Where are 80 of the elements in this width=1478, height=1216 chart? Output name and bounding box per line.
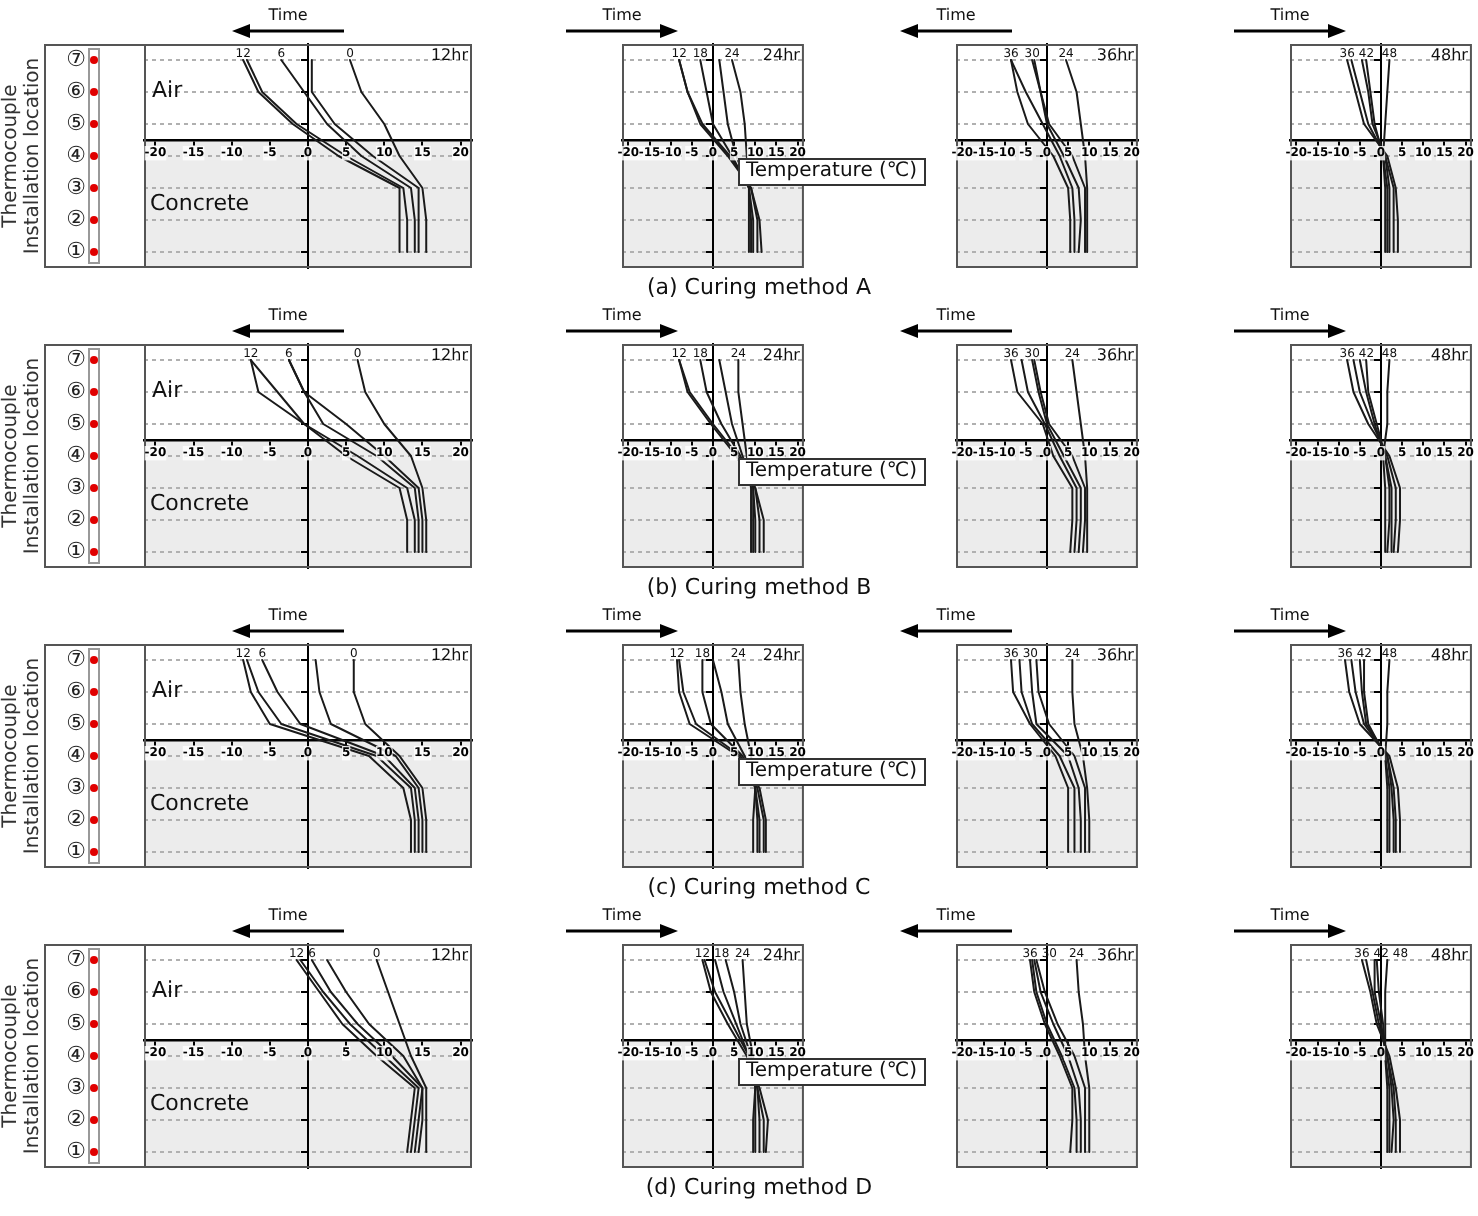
chart-title: 12hr [430, 46, 470, 65]
chart-title: 24hr [762, 646, 802, 665]
y-tick-label: ⑥ [66, 377, 87, 404]
y-tick-label: ① [66, 237, 87, 264]
y-tick-label: ② [66, 205, 87, 232]
x-axis-title: Temperature (℃) [746, 1060, 918, 1082]
y-tick-label: ③ [66, 173, 87, 200]
text: Time [268, 6, 308, 24]
y-axis-title: Thermocouple Installation location [0, 657, 45, 855]
y-tick-label: ⑦ [66, 945, 87, 972]
y-tick-label: ⑤ [66, 709, 87, 736]
chart-title: 24hr [762, 46, 802, 65]
chart-title: 36hr [1096, 946, 1136, 965]
y-tick-label: ⑤ [66, 109, 87, 136]
annotation: Air [152, 76, 184, 103]
annotation: Air [152, 976, 184, 1003]
chart-title: 12hr [430, 346, 470, 365]
text: Time [268, 606, 308, 624]
chart-title: 48hr [1430, 46, 1470, 65]
y-axis-title: Thermocouple Installation location [0, 57, 45, 255]
text: Time [936, 606, 976, 624]
y-tick-label: ③ [66, 1073, 87, 1100]
chart-title: 36hr [1096, 646, 1136, 665]
y-tick-label: ③ [66, 773, 87, 800]
text: (a) Curing method A [646, 274, 871, 300]
text: Time [268, 306, 308, 324]
chart-title: 48hr [1430, 646, 1470, 665]
y-tick-label: ③ [66, 473, 87, 500]
text: Time [936, 906, 976, 924]
y-tick-label: ⑤ [66, 409, 87, 436]
chart-title: 36hr [1096, 46, 1136, 65]
text: (c) Curing method C [647, 874, 871, 900]
chart-title: 24hr [762, 346, 802, 365]
y-tick-label: ① [66, 837, 87, 864]
band-label: Concrete [150, 1089, 250, 1116]
y-tick-label: ④ [66, 441, 87, 468]
band-label: Concrete [150, 789, 250, 816]
y-tick-label: ② [66, 805, 87, 832]
chart-title: 12hr [430, 646, 470, 665]
chart-title: 24hr [762, 946, 802, 965]
x-axis-title: Temperature (℃) [746, 160, 918, 182]
y-tick-label: ⑥ [66, 977, 87, 1004]
y-tick-label: ⑥ [66, 677, 87, 704]
text: Time [1270, 606, 1310, 624]
text: (b) Curing method B [646, 574, 872, 600]
x-axis-title: Temperature (℃) [746, 760, 918, 782]
x-axis-title: Temperature (℃) [746, 460, 918, 482]
y-tick-label: ② [66, 505, 87, 532]
text: (d) Curing method D [645, 1174, 873, 1200]
chart-title: 48hr [1430, 346, 1470, 365]
y-tick-label: ⑦ [66, 345, 87, 372]
annotation: Air [152, 676, 184, 703]
y-tick-label: ④ [66, 741, 87, 768]
text: Time [602, 606, 642, 624]
y-tick-label: ① [66, 1137, 87, 1164]
y-axis-title: Thermocouple Installation location [0, 957, 45, 1155]
band-label: Concrete [150, 489, 250, 516]
text: Time [936, 6, 976, 24]
text: Time [602, 906, 642, 924]
y-tick-label: ① [66, 537, 87, 564]
y-tick-label: ⑦ [66, 645, 87, 672]
text: Time [268, 906, 308, 924]
y-tick-label: ⑥ [66, 77, 87, 104]
text: Time [1270, 306, 1310, 324]
chart-title: 48hr [1430, 946, 1470, 965]
text: Time [1270, 906, 1310, 924]
text: Time [602, 306, 642, 324]
band-label: Concrete [150, 189, 250, 216]
text: Time [1270, 6, 1310, 24]
text: Time [602, 6, 642, 24]
text: Time [936, 306, 976, 324]
y-tick-label: ② [66, 1105, 87, 1132]
chart-title: 36hr [1096, 346, 1136, 365]
y-axis-title: Thermocouple Installation location [0, 357, 45, 555]
y-tick-label: ④ [66, 1041, 87, 1068]
chart-title: 12hr [430, 946, 470, 965]
y-tick-label: ⑦ [66, 45, 87, 72]
annotation: Air [152, 376, 184, 403]
y-tick-label: ⑤ [66, 1009, 87, 1036]
y-tick-label: ④ [66, 141, 87, 168]
